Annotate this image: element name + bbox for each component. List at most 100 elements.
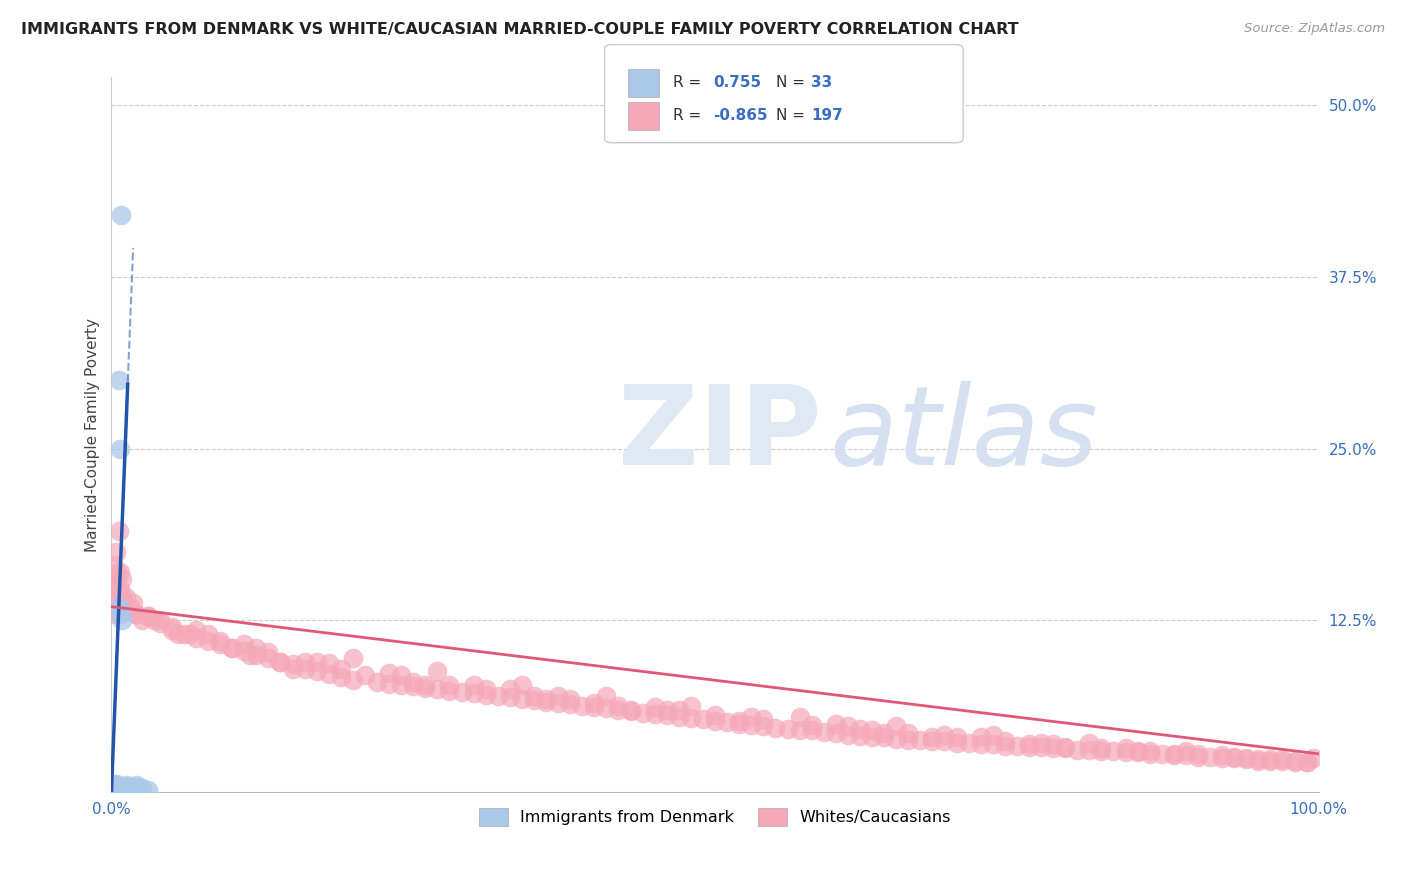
Point [873, 726, 896, 740]
Point [679, 711, 702, 725]
Point [595, 689, 617, 703]
Text: Source: ZipAtlas.com: Source: ZipAtlas.com [1244, 22, 1385, 36]
Point [1223, 751, 1246, 765]
Point [463, 678, 485, 692]
Point [101, 781, 124, 796]
Point [510, 678, 533, 692]
Point [668, 703, 690, 717]
Point [257, 650, 280, 665]
Point [103, 779, 125, 793]
Text: atlas: atlas [830, 382, 1098, 489]
Point [103, 586, 125, 600]
Point [342, 650, 364, 665]
Point [329, 662, 352, 676]
Point [1139, 744, 1161, 758]
Point [1115, 746, 1137, 760]
Point [884, 731, 907, 746]
Point [1126, 746, 1149, 760]
Point [107, 607, 129, 621]
Text: -0.865: -0.865 [713, 109, 768, 123]
Point [837, 728, 859, 742]
Point [583, 696, 606, 710]
Point [571, 698, 593, 713]
Point [607, 703, 630, 717]
Point [413, 678, 436, 692]
Point [136, 609, 159, 624]
Text: IMMIGRANTS FROM DENMARK VS WHITE/CAUCASIAN MARRIED-COUPLE FAMILY POVERTY CORRELA: IMMIGRANTS FROM DENMARK VS WHITE/CAUCASI… [21, 22, 1019, 37]
Point [184, 623, 207, 637]
Point [107, 780, 129, 794]
Point [945, 736, 967, 750]
Point [523, 693, 546, 707]
Text: R =: R = [673, 76, 707, 90]
Point [1260, 752, 1282, 766]
Point [104, 781, 127, 796]
Point [655, 708, 678, 723]
Point [108, 566, 131, 580]
Point [1054, 741, 1077, 756]
Point [1174, 744, 1197, 758]
Point [101, 784, 124, 798]
Point [245, 640, 267, 655]
Point [789, 723, 811, 738]
Point [1295, 755, 1317, 769]
Point [1029, 736, 1052, 750]
Point [136, 782, 159, 797]
Point [110, 208, 132, 222]
Point [101, 782, 124, 797]
Point [668, 709, 690, 723]
Point [921, 734, 943, 748]
Legend: Immigrants from Denmark, Whites/Caucasians: Immigrants from Denmark, Whites/Caucasia… [471, 800, 959, 834]
Point [560, 691, 582, 706]
Point [104, 572, 127, 586]
Point [104, 779, 127, 793]
Point [110, 586, 132, 600]
Point [994, 739, 1017, 753]
Point [118, 780, 141, 794]
Point [1150, 747, 1173, 761]
Point [103, 579, 125, 593]
Point [107, 524, 129, 538]
Point [897, 733, 920, 747]
Point [103, 579, 125, 593]
Point [378, 676, 401, 690]
Point [957, 736, 980, 750]
Point [765, 721, 787, 735]
Point [1187, 747, 1209, 761]
Point [112, 592, 135, 607]
Point [149, 616, 172, 631]
Point [269, 655, 291, 669]
Point [121, 781, 143, 796]
Text: N =: N = [776, 76, 810, 90]
Point [101, 784, 124, 798]
Point [813, 724, 835, 739]
Point [655, 703, 678, 717]
Point [136, 609, 159, 624]
Point [945, 731, 967, 745]
Point [474, 688, 496, 702]
Point [728, 714, 751, 728]
Point [413, 681, 436, 695]
Point [257, 645, 280, 659]
Point [1078, 742, 1101, 756]
Point [160, 620, 183, 634]
Point [221, 640, 243, 655]
Point [1302, 751, 1324, 765]
Point [752, 713, 775, 727]
Point [103, 780, 125, 794]
Point [1018, 739, 1040, 754]
Point [994, 734, 1017, 748]
Point [354, 668, 377, 682]
Point [897, 726, 920, 740]
Point [692, 713, 714, 727]
Point [378, 665, 401, 680]
Point [595, 701, 617, 715]
Point [439, 678, 461, 692]
Point [107, 572, 129, 586]
Point [1029, 739, 1052, 754]
Point [704, 708, 727, 723]
Point [981, 728, 1004, 742]
Point [107, 373, 129, 387]
Point [197, 627, 219, 641]
Point [1090, 744, 1112, 758]
